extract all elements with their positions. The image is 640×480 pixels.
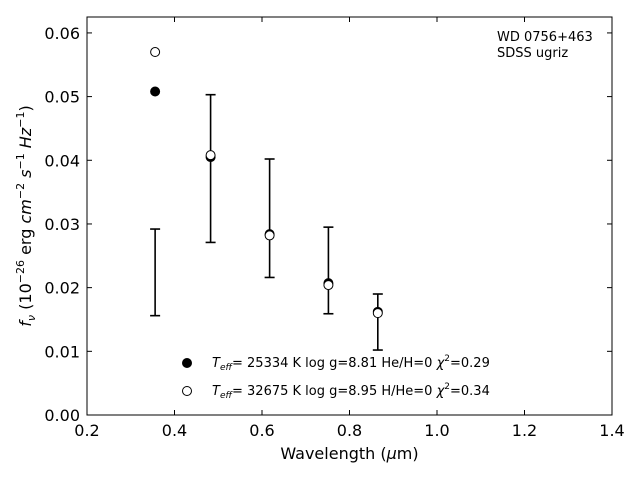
data-points	[150, 47, 383, 319]
error-bar	[372, 293, 383, 351]
data-point-open	[372, 308, 383, 319]
legend-label-model-1: Teff= 25334 K log g=8.81 He/H=0 χ2=0.29	[212, 354, 490, 373]
y-tick-label: 0.03	[44, 215, 80, 234]
error-bar	[264, 158, 275, 279]
error-bar	[323, 226, 334, 315]
x-tick-label: 1.2	[512, 421, 537, 440]
x-tick-label: 0.6	[249, 421, 274, 440]
legend-label-model-2: Teff= 32675 K log g=8.95 H/He=0 χ2=0.34	[212, 382, 490, 401]
y-tick-label: 0.05	[44, 88, 80, 107]
x-tick-label: 1.4	[599, 421, 624, 440]
legend: Teff= 25334 K log g=8.81 He/H=0 χ2=0.29 …	[182, 354, 490, 401]
legend-marker-filled	[182, 358, 192, 368]
y-axis-label: fν (10−26 erg cm−2 s−1 Hz−1)	[14, 105, 38, 326]
error-bar	[150, 228, 161, 317]
annotation-survey: SDSS ugriz	[497, 46, 568, 61]
data-point-open	[264, 230, 275, 241]
x-axis-label: Wavelength (μm)	[280, 444, 418, 463]
x-tick-label: 0.4	[162, 421, 187, 440]
x-tick-label: 0.2	[74, 421, 99, 440]
y-tick-label: 0.00	[44, 406, 80, 425]
annotation-object-name: WD 0756+463	[497, 30, 593, 45]
legend-marker-open	[182, 386, 192, 396]
y-tick-label: 0.06	[44, 24, 80, 43]
x-tick-label: 0.8	[337, 421, 362, 440]
data-point-open	[323, 280, 334, 291]
y-tick-label: 0.02	[44, 279, 80, 298]
error-bars	[150, 93, 383, 351]
axis-ticks: 0.2 0.4 0.6 0.8 1.0 1.2 1.4 0.00 0.01 0.02 0.03 0.0…	[44, 17, 625, 440]
data-point-open	[205, 150, 216, 161]
data-point-filled	[150, 86, 161, 97]
error-bar	[205, 93, 216, 244]
y-tick-label: 0.01	[44, 342, 80, 361]
data-point-open	[150, 47, 161, 58]
x-tick-label: 1.0	[424, 421, 449, 440]
y-tick-label: 0.04	[44, 151, 80, 170]
